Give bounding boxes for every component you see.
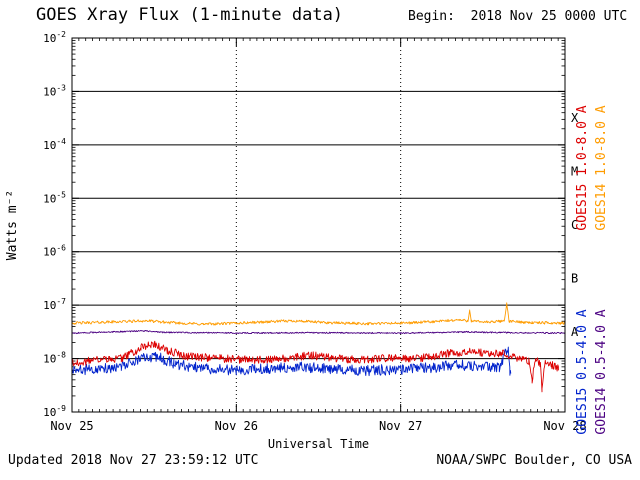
y-tick-label: 10-7 bbox=[43, 297, 66, 312]
legend-goes15-long: GOES15 1.0-8.0 A bbox=[575, 105, 590, 230]
y-tick-label: 10-8 bbox=[43, 351, 66, 366]
x-tick-label: Nov 28 bbox=[543, 419, 586, 433]
y-tick-label: 10-2 bbox=[43, 30, 66, 45]
credit-label: NOAA/SWPC Boulder, CO USA bbox=[436, 453, 632, 468]
y-tick-label: 10-3 bbox=[43, 83, 66, 98]
plot-border bbox=[71, 37, 566, 413]
x-tick-label: Nov 25 bbox=[50, 419, 93, 433]
chart-title: GOES Xray Flux (1-minute data) bbox=[36, 5, 344, 25]
x-axis-label: Universal Time bbox=[268, 437, 369, 451]
updated-timestamp: Updated 2018 Nov 27 23:59:12 UTC bbox=[8, 453, 259, 468]
flare-class-label: C bbox=[571, 218, 578, 232]
begin-timestamp: Begin: 2018 Nov 25 0000 UTC bbox=[408, 9, 628, 24]
y-tick-label: 10-6 bbox=[43, 244, 66, 259]
series-goes14-short bbox=[71, 329, 566, 335]
series-goes15-short bbox=[71, 346, 512, 377]
series-goes15-long bbox=[71, 340, 559, 393]
flare-class-label: X bbox=[571, 111, 579, 125]
y-axis-label: Watts m⁻² bbox=[5, 190, 20, 260]
x-tick-label: Nov 26 bbox=[215, 419, 258, 433]
y-tick-label: 10-4 bbox=[43, 137, 66, 152]
legend-goes14-short: GOES14 0.5-4.0 A bbox=[594, 309, 609, 434]
flare-class-label: B bbox=[571, 271, 578, 285]
series-goes14-long bbox=[71, 302, 566, 326]
x-tick-label: Nov 27 bbox=[379, 419, 422, 433]
legend-goes15-short: GOES15 0.5-4.0 A bbox=[575, 309, 590, 434]
legend-goes14-long: GOES14 1.0-8.0 A bbox=[594, 105, 609, 230]
y-tick-label: 10-5 bbox=[43, 190, 66, 205]
flare-class-label: M bbox=[571, 165, 578, 179]
flare-class-label: A bbox=[571, 325, 579, 339]
y-tick-label: 10-9 bbox=[43, 404, 66, 419]
